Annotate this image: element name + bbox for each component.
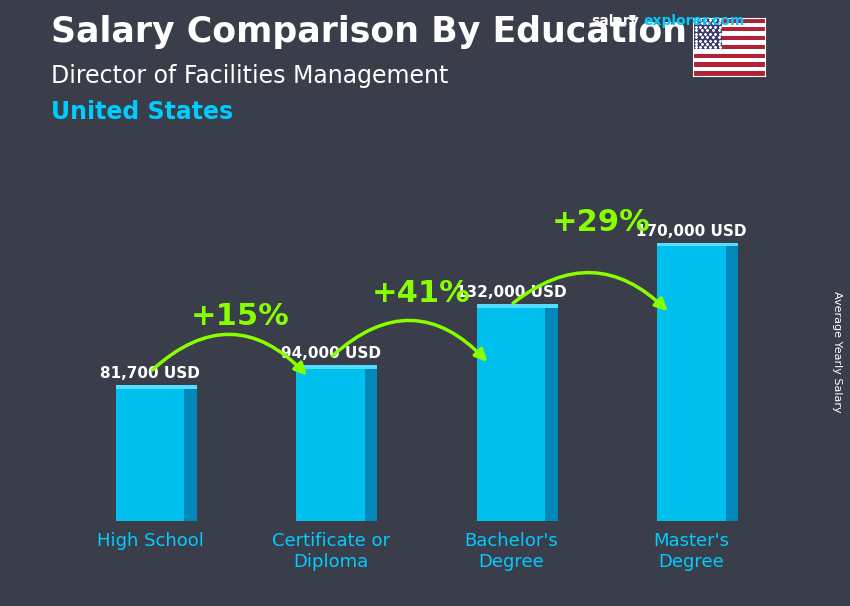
Bar [116, 389, 184, 521]
Bar [693, 18, 765, 22]
Bar [726, 247, 738, 521]
Text: United States: United States [51, 100, 233, 124]
Bar [297, 365, 377, 369]
Text: 94,000 USD: 94,000 USD [280, 347, 381, 361]
Bar [693, 32, 765, 36]
Bar [365, 369, 377, 521]
Bar [693, 72, 765, 76]
Bar [693, 45, 765, 49]
Bar [693, 22, 765, 27]
Bar [693, 27, 765, 32]
Text: +29%: +29% [552, 208, 650, 237]
Text: Director of Facilities Management: Director of Facilities Management [51, 64, 449, 88]
Text: Salary Comparison By Education: Salary Comparison By Education [51, 15, 687, 49]
Bar [545, 308, 558, 521]
Bar [477, 304, 558, 308]
Bar [693, 41, 765, 45]
Bar [184, 389, 197, 521]
Bar [693, 18, 722, 49]
Bar [657, 242, 738, 247]
Bar [693, 58, 765, 62]
Text: 170,000 USD: 170,000 USD [636, 224, 746, 239]
Bar [657, 247, 726, 521]
Text: explorer.com: explorer.com [643, 14, 745, 28]
Bar [693, 53, 765, 58]
Bar [693, 36, 765, 41]
Text: +15%: +15% [191, 302, 290, 331]
Bar [693, 67, 765, 72]
Bar [477, 308, 545, 521]
Text: salary: salary [591, 14, 638, 28]
Text: 132,000 USD: 132,000 USD [456, 285, 566, 300]
Text: Average Yearly Salary: Average Yearly Salary [832, 291, 842, 412]
Bar [693, 49, 765, 53]
Bar [693, 62, 765, 67]
Text: +41%: +41% [371, 279, 470, 308]
Text: 81,700 USD: 81,700 USD [100, 366, 200, 381]
Bar [297, 369, 365, 521]
Bar [116, 385, 197, 389]
